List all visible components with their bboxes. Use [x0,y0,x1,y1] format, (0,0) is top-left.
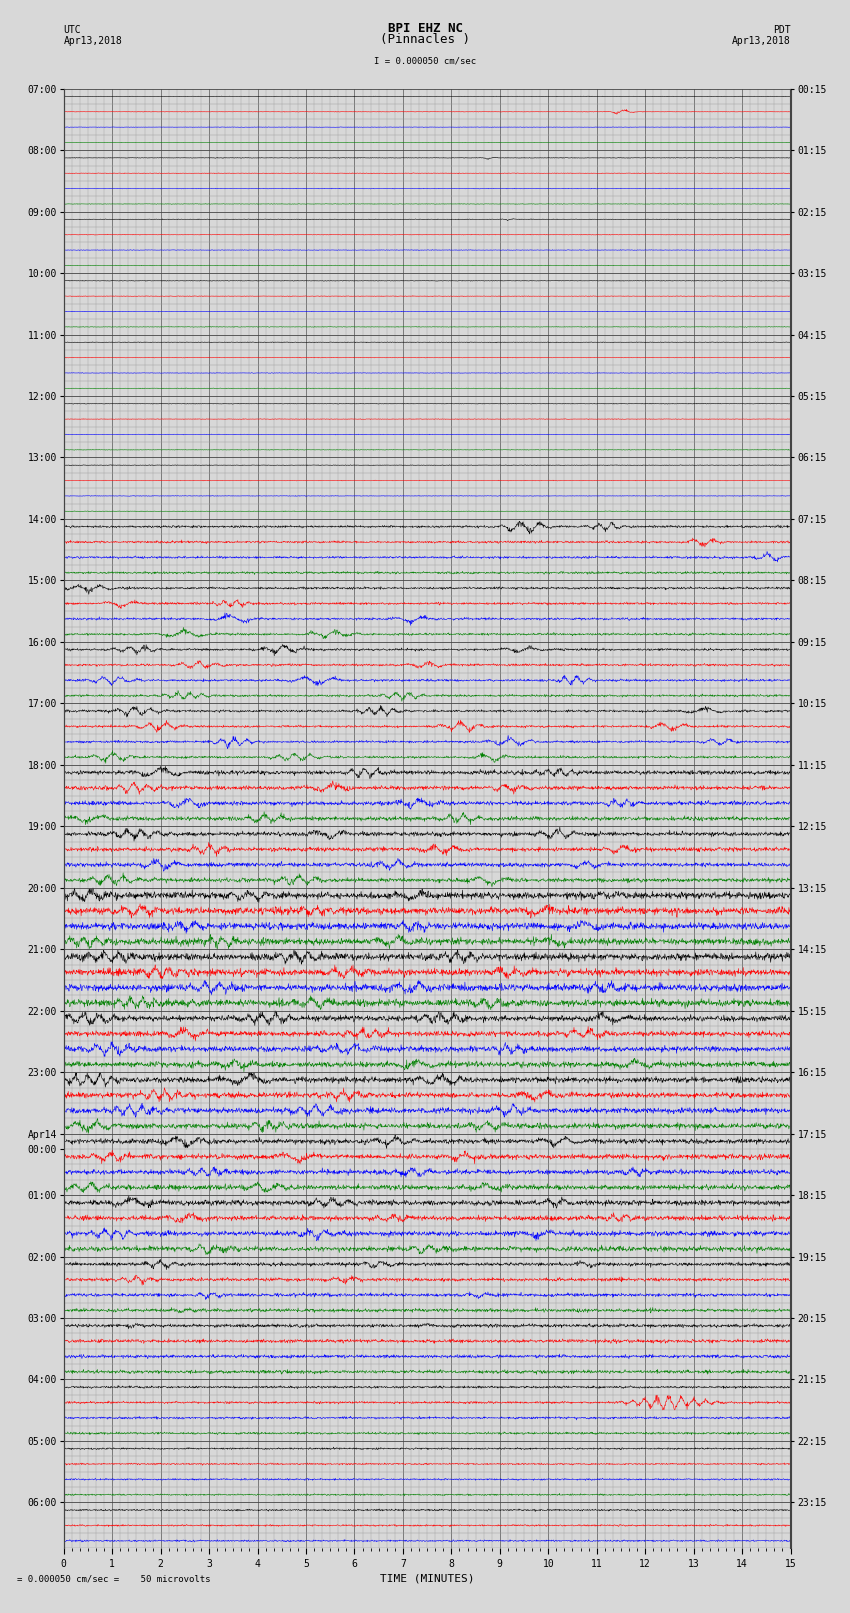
X-axis label: TIME (MINUTES): TIME (MINUTES) [380,1573,474,1582]
Text: I = 0.000050 cm/sec: I = 0.000050 cm/sec [374,56,476,66]
Text: PDT: PDT [773,24,790,35]
Text: Apr13,2018: Apr13,2018 [732,35,791,45]
Text: BPI EHZ NC: BPI EHZ NC [388,21,462,35]
Text: = 0.000050 cm/sec =    50 microvolts: = 0.000050 cm/sec = 50 microvolts [17,1574,211,1584]
Text: Apr13,2018: Apr13,2018 [64,35,122,45]
Text: UTC: UTC [64,24,82,35]
Text: (Pinnacles ): (Pinnacles ) [380,32,470,45]
